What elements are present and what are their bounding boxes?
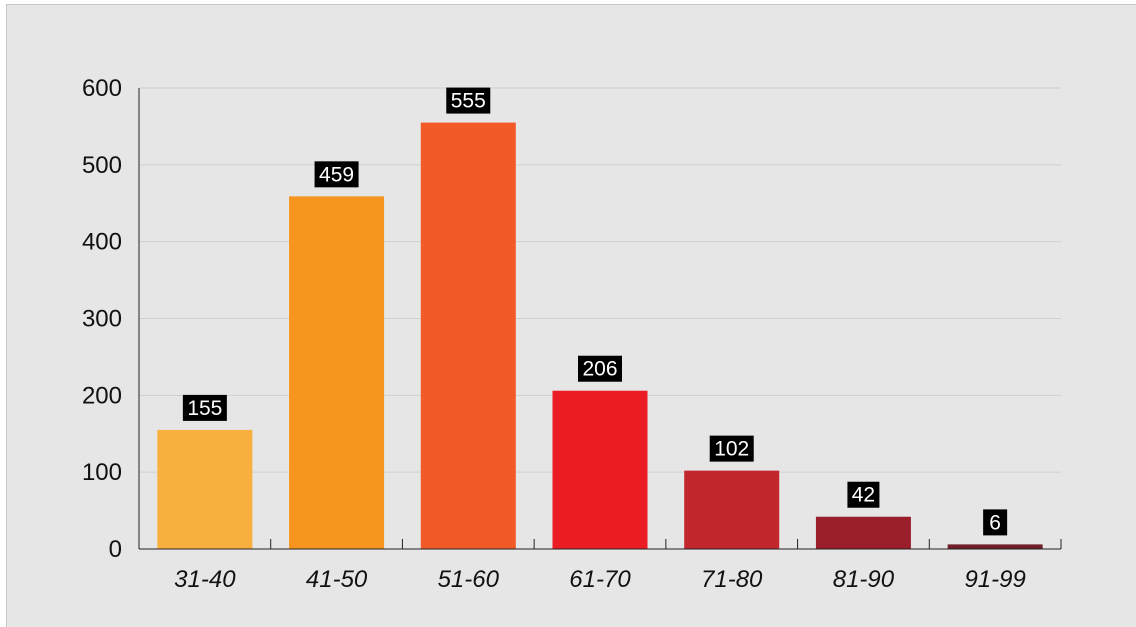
- data-label: 102: [714, 438, 749, 461]
- data-label-box: [182, 394, 227, 421]
- data-labels: 155 459 555 206 102 42 6: [182, 87, 1008, 536]
- x-tick-label: 81-90: [833, 566, 895, 593]
- bar-91-99: [947, 544, 1043, 549]
- data-label-box: [709, 435, 754, 462]
- bar-71-80: [684, 470, 780, 549]
- x-tick-label: 71-80: [701, 566, 763, 593]
- bar-41-50: [289, 196, 385, 549]
- data-label-box: [578, 355, 622, 382]
- bar-81-90: [815, 516, 911, 549]
- bar-61-70: [552, 390, 648, 549]
- data-label: 155: [187, 397, 222, 420]
- x-axis-ticks: 31-40 41-50 51-60 61-70 71-80 81-90 91-99: [174, 566, 1026, 593]
- data-label-box: [314, 161, 359, 188]
- data-label: 459: [319, 163, 354, 186]
- bar-31-40: [157, 429, 253, 549]
- x-tick-label: 51-60: [438, 566, 500, 593]
- y-tick-label: 600: [82, 75, 122, 102]
- y-tick-label: 200: [82, 382, 122, 409]
- x-tick-label: 91-99: [964, 566, 1025, 593]
- data-label: 555: [451, 90, 486, 113]
- axes: [138, 88, 1062, 550]
- y-tick-label: 500: [82, 152, 122, 179]
- y-axis-ticks: 0 100 200 300 400 500 600: [82, 75, 122, 563]
- y-tick-label: 0: [109, 536, 122, 563]
- data-label: 6: [989, 511, 1001, 534]
- bars: [157, 122, 1043, 549]
- data-label: 206: [582, 358, 617, 381]
- data-label-box: [983, 509, 1008, 536]
- data-label-box: [446, 87, 491, 114]
- x-tick-label: 41-50: [306, 566, 368, 593]
- y-tick-label: 400: [82, 229, 122, 256]
- bar-51-60: [420, 122, 516, 549]
- x-tick-label: 61-70: [569, 566, 631, 593]
- data-label-box: [847, 481, 880, 508]
- data-label: 42: [852, 484, 875, 507]
- x-tick-label: 31-40: [174, 566, 236, 593]
- y-tick-label: 100: [82, 459, 122, 486]
- y-tick-label: 300: [82, 306, 122, 333]
